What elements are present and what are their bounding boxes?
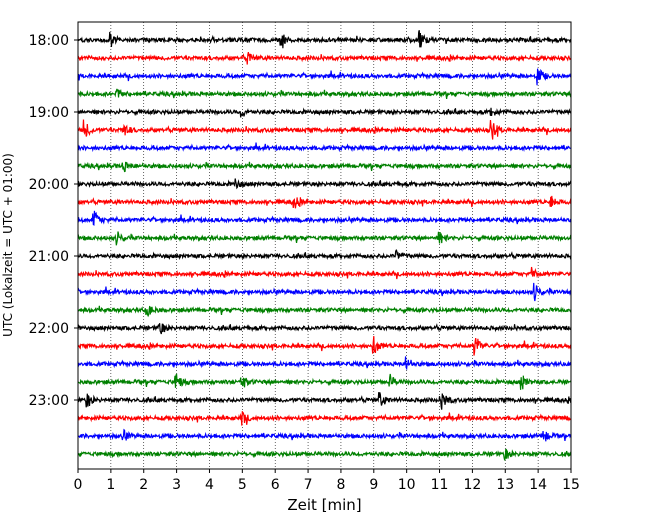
x-tick-label: 5: [238, 477, 247, 493]
x-tick-label: 7: [304, 477, 313, 493]
x-tick-label: 6: [271, 477, 280, 493]
seismic-traces: [77, 30, 572, 461]
x-axis-title: Zeit [min]: [287, 496, 361, 514]
x-tick-label: 3: [172, 477, 181, 493]
trace-row: [77, 161, 572, 173]
x-tick-label: 4: [205, 477, 214, 493]
y-tick-label: 20:00: [29, 177, 69, 193]
x-tick-label: 8: [336, 477, 345, 493]
plot-frame: [77, 21, 572, 470]
vertical-gridlines: [110, 22, 539, 469]
trace-row: [77, 178, 572, 190]
trace-row: [77, 323, 572, 335]
x-tick-label: 14: [529, 477, 547, 493]
trace-row: [77, 305, 572, 318]
x-tick-label: 10: [398, 477, 416, 493]
x-axis-ticks: 0 1 2 3 4 5 6 7 8 9 10 11 12 13 14 15: [74, 469, 580, 493]
trace-row: [77, 142, 572, 153]
x-tick-label: 2: [139, 477, 148, 493]
trace-row: [77, 30, 572, 49]
trace-row: [77, 119, 572, 140]
y-tick-label: 22:00: [29, 321, 69, 337]
trace-row: [77, 356, 572, 371]
trace-row: [77, 249, 572, 261]
trace-row: [77, 373, 572, 390]
trace-row: [77, 336, 572, 356]
trace-row: [77, 88, 572, 100]
x-tick-label: 11: [431, 477, 449, 493]
trace-row: [77, 428, 572, 442]
trace-row: [77, 107, 572, 118]
x-tick-label: 12: [463, 477, 481, 493]
trace-row: [77, 51, 572, 65]
y-tick-label: 18:00: [29, 33, 69, 49]
trace-row: [77, 68, 572, 86]
x-tick-label: 9: [369, 477, 378, 493]
y-tick-label: 19:00: [29, 105, 69, 121]
trace-row: [77, 231, 572, 246]
x-tick-label: 1: [106, 477, 115, 493]
trace-row: [77, 448, 572, 461]
x-tick-label: 15: [562, 477, 580, 493]
x-tick-label: 13: [496, 477, 514, 493]
y-axis-ticks: 18:00 19:00 20:00 21:00 22:00 23:00: [29, 33, 78, 409]
y-tick-label: 21:00: [29, 249, 69, 265]
y-tick-label: 23:00: [29, 393, 69, 409]
x-tick-label: 0: [74, 477, 83, 493]
trace-row: [77, 195, 572, 209]
trace-row: [77, 210, 572, 226]
y-axis-title: UTC (Lokalzeit = UTC + 01:00): [1, 153, 15, 337]
trace-row: [77, 392, 572, 410]
trace-row: [77, 411, 572, 426]
trace-row: [77, 266, 572, 280]
trace-row: [77, 282, 572, 302]
